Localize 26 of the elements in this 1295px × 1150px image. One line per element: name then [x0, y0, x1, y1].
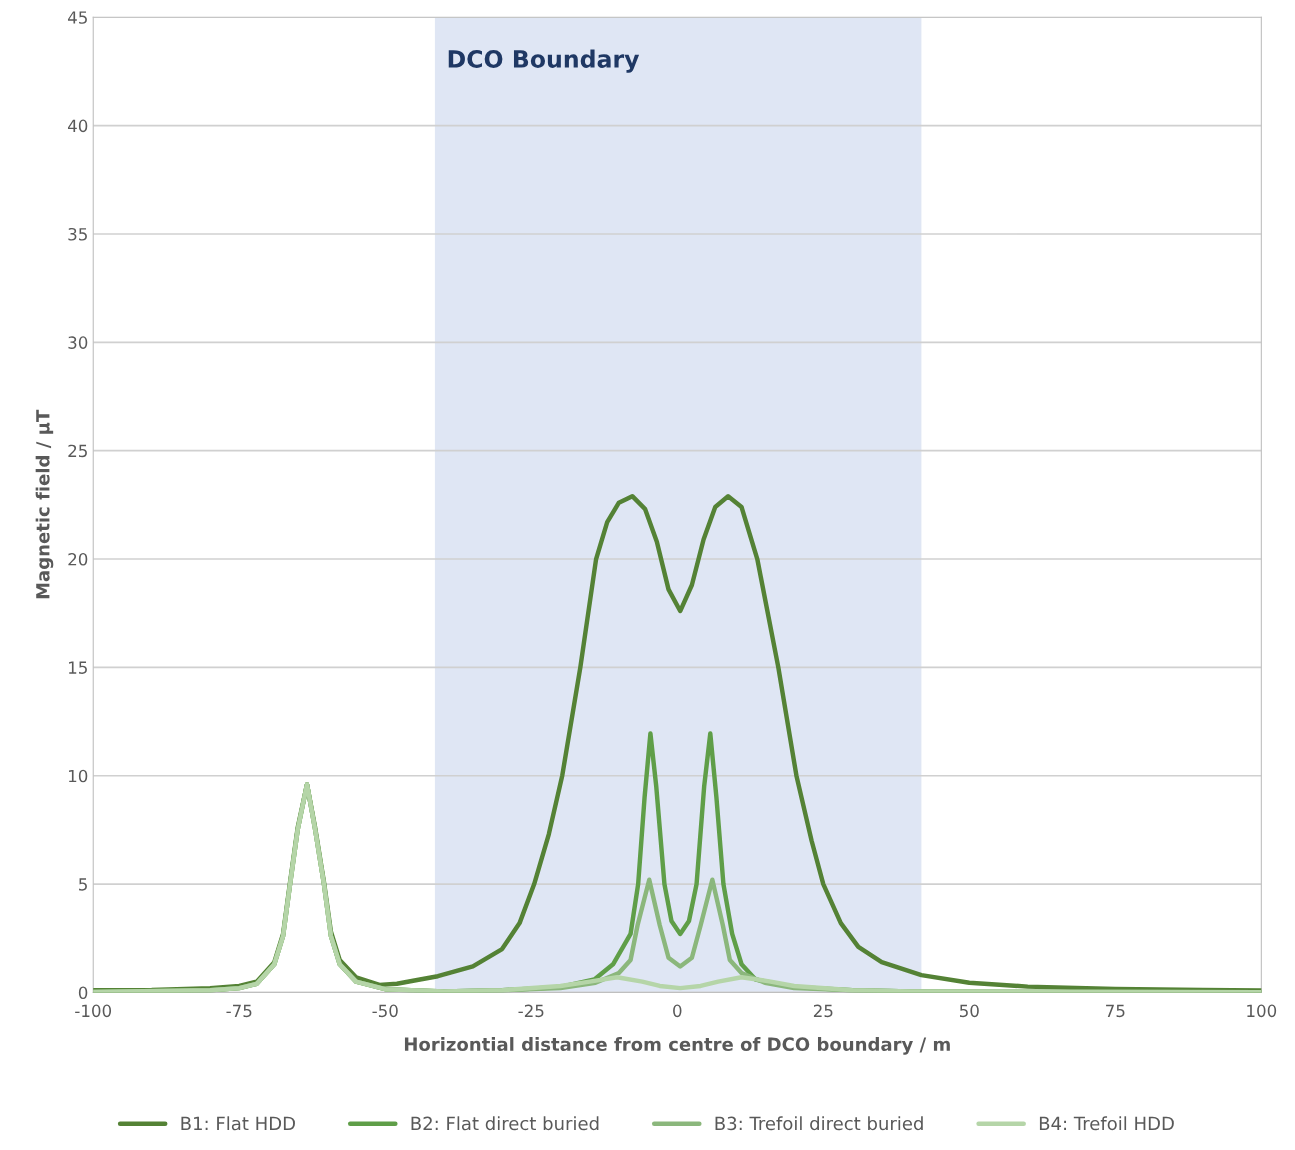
x-tick-label: 75 [1106, 1004, 1125, 1018]
y-tick-label: 40 [67, 119, 88, 133]
y-tick-label: 0 [78, 986, 88, 1000]
y-tick-label: 15 [69, 661, 87, 674]
x-tick-label: 100 [1247, 1004, 1277, 1018]
legend-label: B1: Flat HDD [181, 1116, 295, 1131]
legend-label: B4: Trefoil HDD [1039, 1116, 1174, 1131]
x-tick-label: 0 [673, 1004, 682, 1018]
x-axis-title: Horizontial distance from centre of DCO boundary / m [404, 1037, 950, 1055]
x-tick-label: -100 [75, 1004, 112, 1018]
legend-label: B3: Trefoil direct buried [715, 1116, 923, 1131]
y-tick-label: 5 [79, 878, 87, 891]
y-tick-label: 45 [67, 11, 87, 24]
y-tick-label: 20 [68, 552, 88, 566]
y-tick-label: 30 [68, 336, 88, 349]
band-label: DCO Boundary [448, 49, 640, 73]
x-tick-label: -75 [226, 1004, 252, 1018]
x-tick-label: 50 [959, 1004, 979, 1018]
y-tick-label: 25 [68, 444, 87, 458]
x-tick-label: 25 [813, 1004, 833, 1018]
x-tick-label: -50 [372, 1004, 398, 1018]
x-tick-label: -25 [518, 1004, 544, 1018]
y-tick-label: 35 [68, 227, 87, 241]
y-tick-label: 10 [69, 769, 88, 783]
legend-label: B2: Flat direct buried [411, 1116, 599, 1131]
y-axis-title: Magnetic field / µT [35, 409, 54, 599]
